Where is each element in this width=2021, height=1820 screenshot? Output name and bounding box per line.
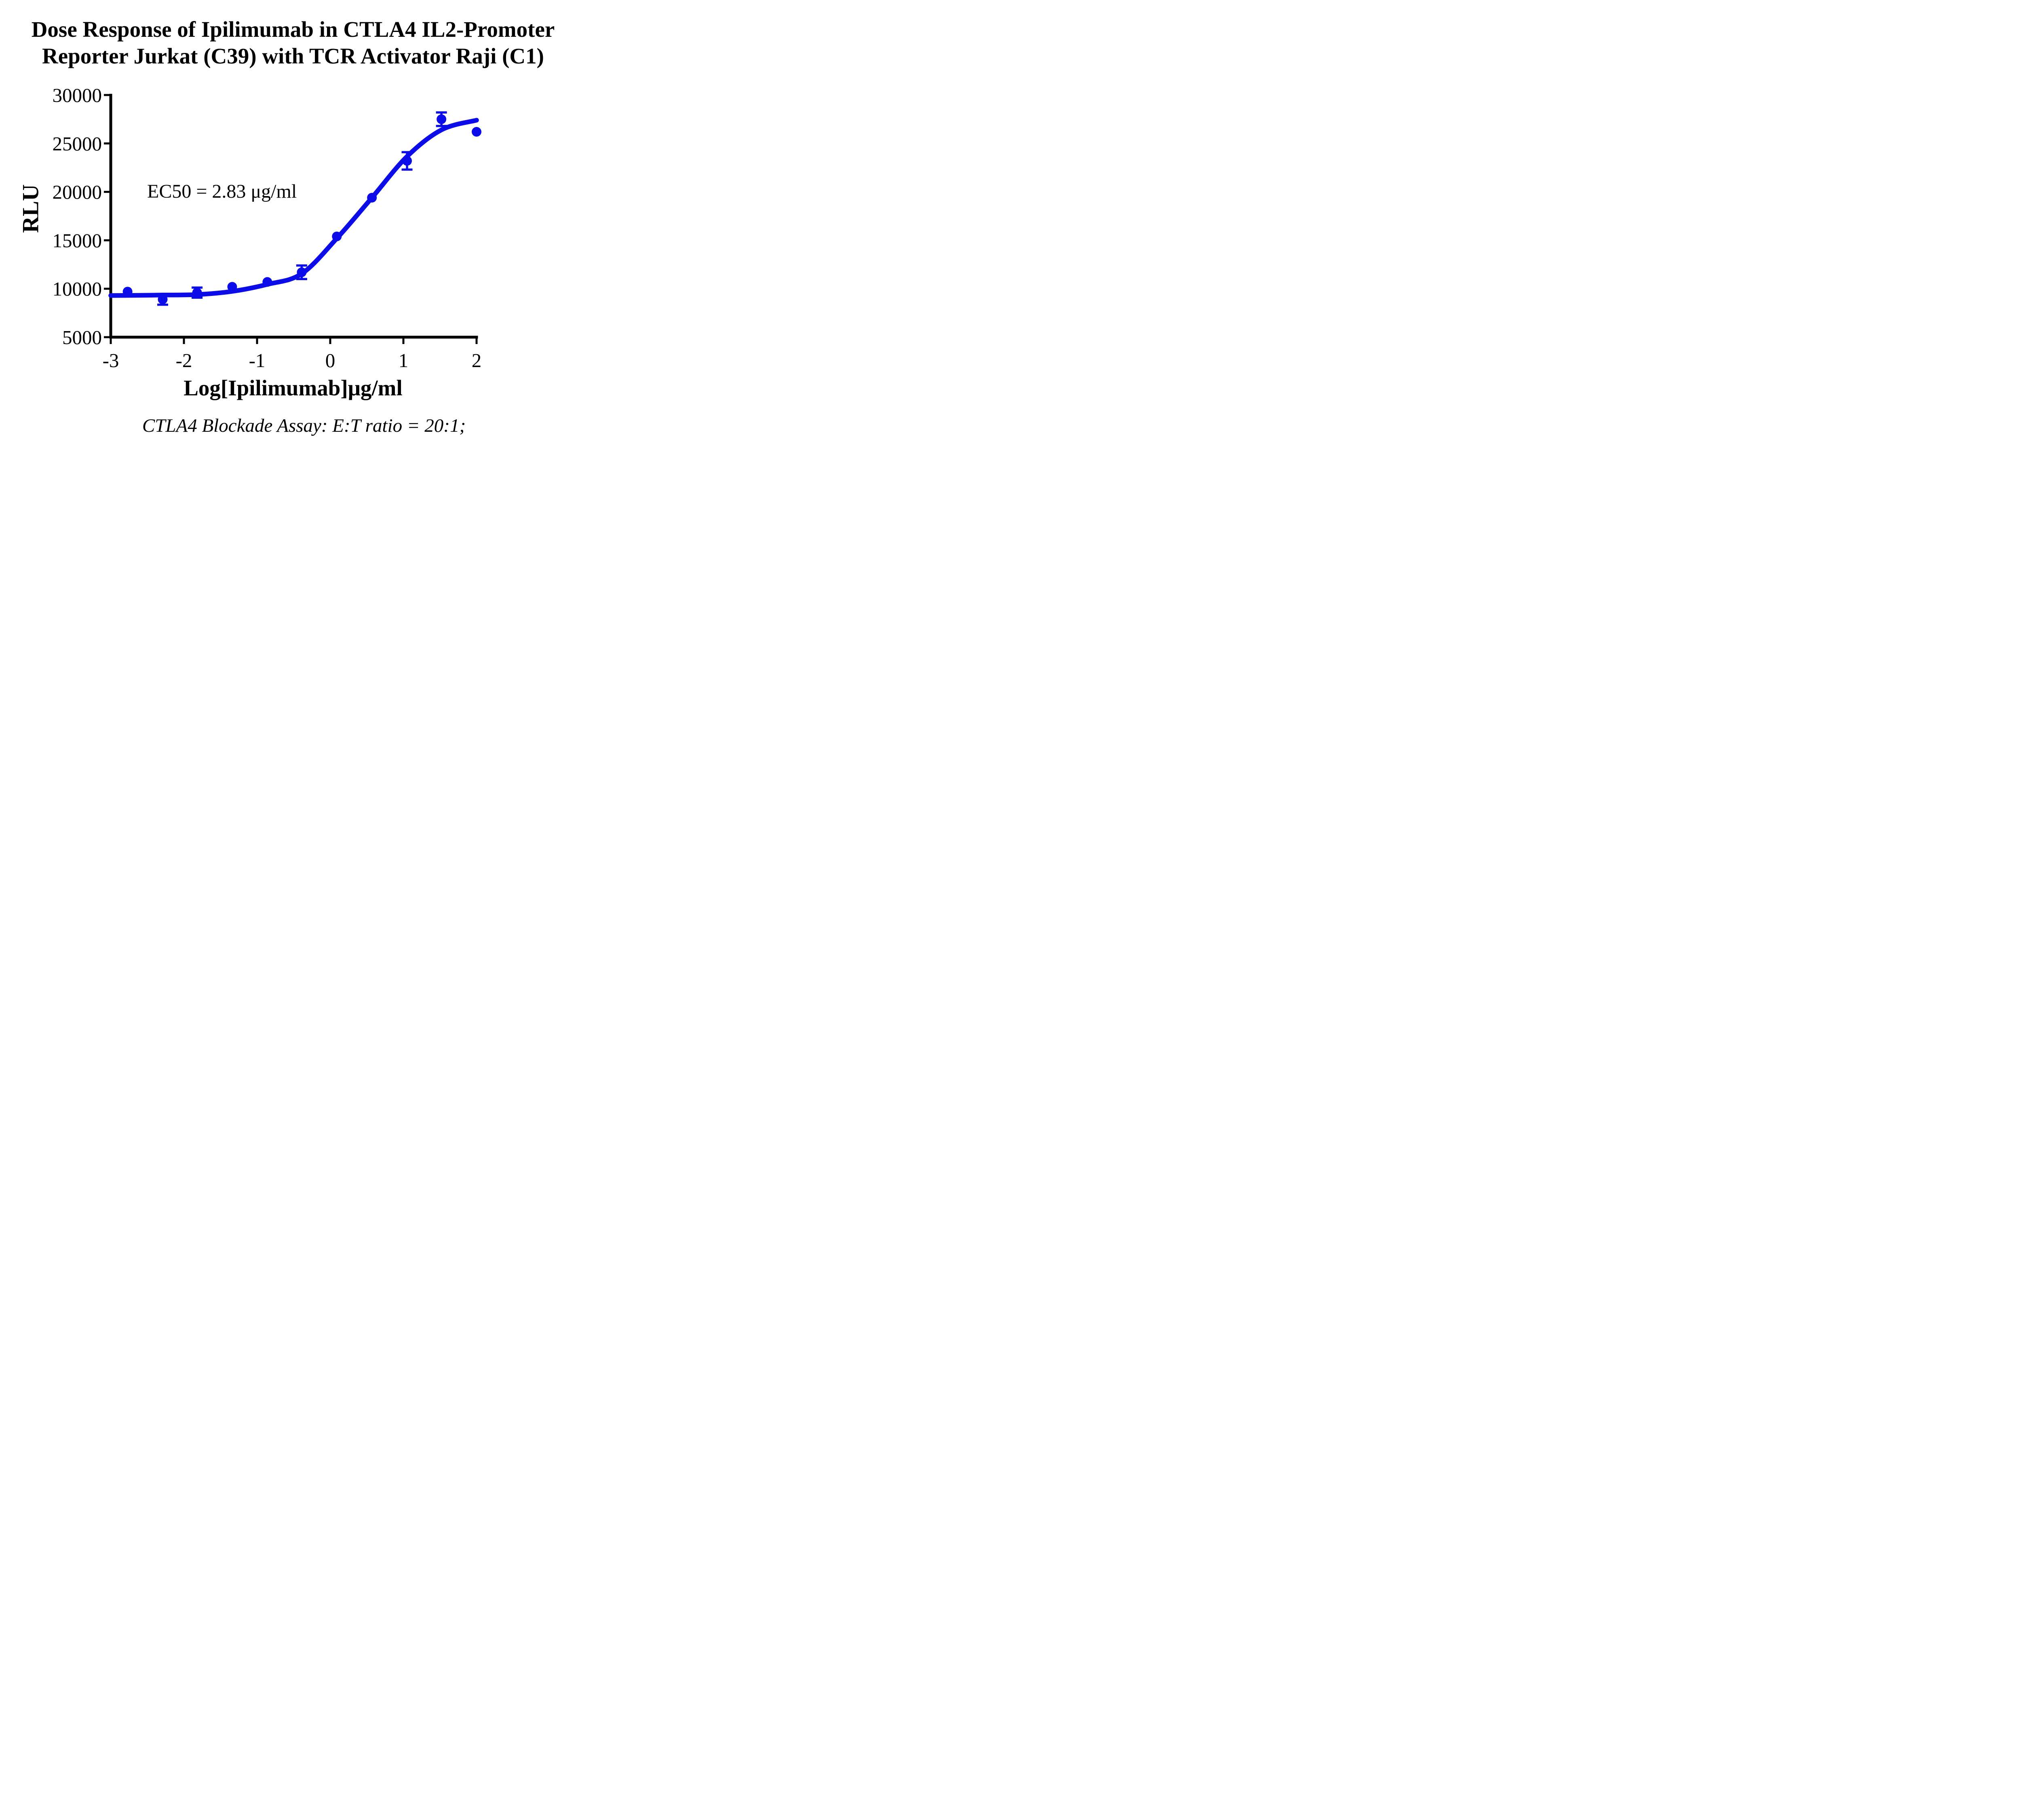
x-tick-label: -2: [176, 349, 192, 372]
data-point-marker: [437, 114, 447, 124]
data-point-marker: [158, 294, 168, 304]
data-point-marker: [192, 287, 202, 298]
data-point-marker: [367, 192, 377, 203]
y-tick-label: 25000: [53, 133, 102, 155]
y-tick-label: 10000: [53, 278, 102, 300]
x-tick-label: 0: [325, 349, 335, 372]
y-tick-label: 30000: [53, 84, 102, 106]
data-point-marker: [297, 267, 307, 277]
plot-area: 5000 10000 15000 20000 25000 30000 -3 -2 -1 0 1 2: [53, 84, 482, 372]
data-point-marker: [227, 282, 237, 292]
chart-title-line2: Reporter Jurkat (C39) with TCR Activator…: [42, 44, 544, 68]
chart-title-line1: Dose Response of Ipilimumab in CTLA4 IL2…: [31, 17, 555, 42]
data-point-marker: [122, 287, 133, 297]
figure-caption: CTLA4 Blockade Assay: E:T ratio = 20:1;: [142, 415, 466, 436]
x-tick-label: 2: [472, 349, 482, 372]
y-tick-label: 20000: [53, 181, 102, 203]
data-point-marker: [332, 231, 342, 241]
x-tick-label: -3: [103, 349, 119, 372]
chart-title: Dose Response of Ipilimumab in CTLA4 IL2…: [0, 16, 586, 70]
y-tick-label: 5000: [62, 326, 102, 348]
x-tick-label: -1: [249, 349, 266, 372]
data-point-marker: [402, 156, 412, 166]
y-axis-label: RLU: [18, 184, 44, 233]
y-tick-label: 15000: [53, 229, 102, 251]
x-axis-label: Log[Ipilimumab]μg/ml: [184, 376, 403, 400]
ec50-annotation: EC50 = 2.83 μg/ml: [147, 181, 297, 202]
x-tick-label: 1: [399, 349, 409, 372]
data-point-marker: [262, 277, 272, 287]
axis-frame: [109, 94, 478, 339]
data-point-marker: [472, 127, 481, 137]
figure: 5000 10000 15000 20000 25000 30000 -3 -2 -1 0 1 2 D…: [0, 0, 586, 455]
fit-curve: [108, 118, 479, 298]
